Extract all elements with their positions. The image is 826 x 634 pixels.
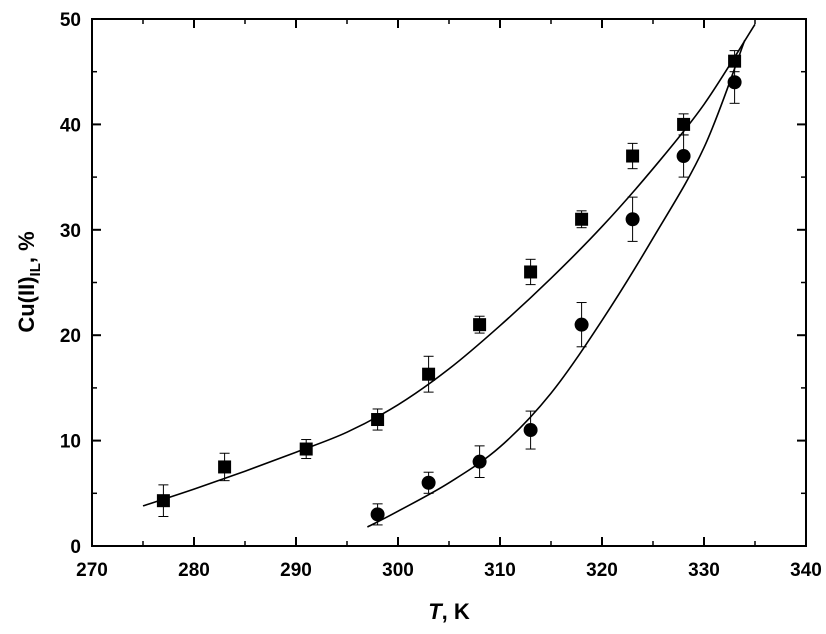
data-markers <box>156 54 742 522</box>
y-axis-title: Cu(II)IL, % <box>14 231 44 332</box>
x-tick-label: 340 <box>790 560 822 581</box>
square-marker <box>728 54 742 68</box>
square-marker <box>299 442 313 456</box>
fit-curve-square <box>142 23 756 507</box>
x-axis-title-unit: , K <box>442 599 470 624</box>
y-axis-title-unit: , % <box>14 231 39 263</box>
x-axis-title-symbol: T <box>428 599 443 624</box>
square-marker <box>156 494 170 508</box>
x-tick-label: 310 <box>484 560 516 581</box>
circle-marker <box>472 454 487 469</box>
square-marker <box>524 265 538 279</box>
square-marker <box>218 460 232 474</box>
circle-marker <box>676 149 691 164</box>
square-marker <box>677 117 691 131</box>
y-tick-label: 20 <box>60 326 81 347</box>
square-marker <box>422 367 436 381</box>
y-tick-label: 30 <box>60 221 81 242</box>
circle-marker <box>421 475 436 490</box>
circle-marker <box>727 75 742 90</box>
x-tick-label: 330 <box>688 560 720 581</box>
fit-curves <box>142 23 756 528</box>
x-tick-label: 270 <box>76 560 108 581</box>
circle-marker <box>574 317 589 332</box>
x-axis-ticks: 270 280 290 300 310 320 330 340 <box>76 19 822 581</box>
x-tick-label: 280 <box>178 560 210 581</box>
error-bars <box>158 50 740 526</box>
y-tick-label: 40 <box>60 115 81 136</box>
y-axis-title-base: Cu(II) <box>14 276 39 332</box>
square-marker <box>575 212 589 226</box>
x-axis-title: T, K <box>428 599 470 624</box>
fit-curve-circle <box>367 39 746 528</box>
circle-marker <box>523 423 538 438</box>
x-tick-label: 300 <box>382 560 414 581</box>
circle-marker <box>625 212 640 227</box>
circle-marker <box>370 507 385 522</box>
y-axis-title-subscript: IL <box>27 263 44 276</box>
square-marker <box>626 149 640 163</box>
square-marker <box>371 413 385 427</box>
y-tick-label: 0 <box>70 537 81 558</box>
x-tick-label: 290 <box>280 560 312 581</box>
plot-frame <box>91 18 807 547</box>
y-tick-label: 10 <box>60 432 81 453</box>
x-tick-label: 320 <box>586 560 618 581</box>
square-marker <box>473 318 487 332</box>
y-axis-ticks: 0 10 20 30 40 50 <box>60 10 806 558</box>
y-tick-label: 50 <box>60 10 81 31</box>
